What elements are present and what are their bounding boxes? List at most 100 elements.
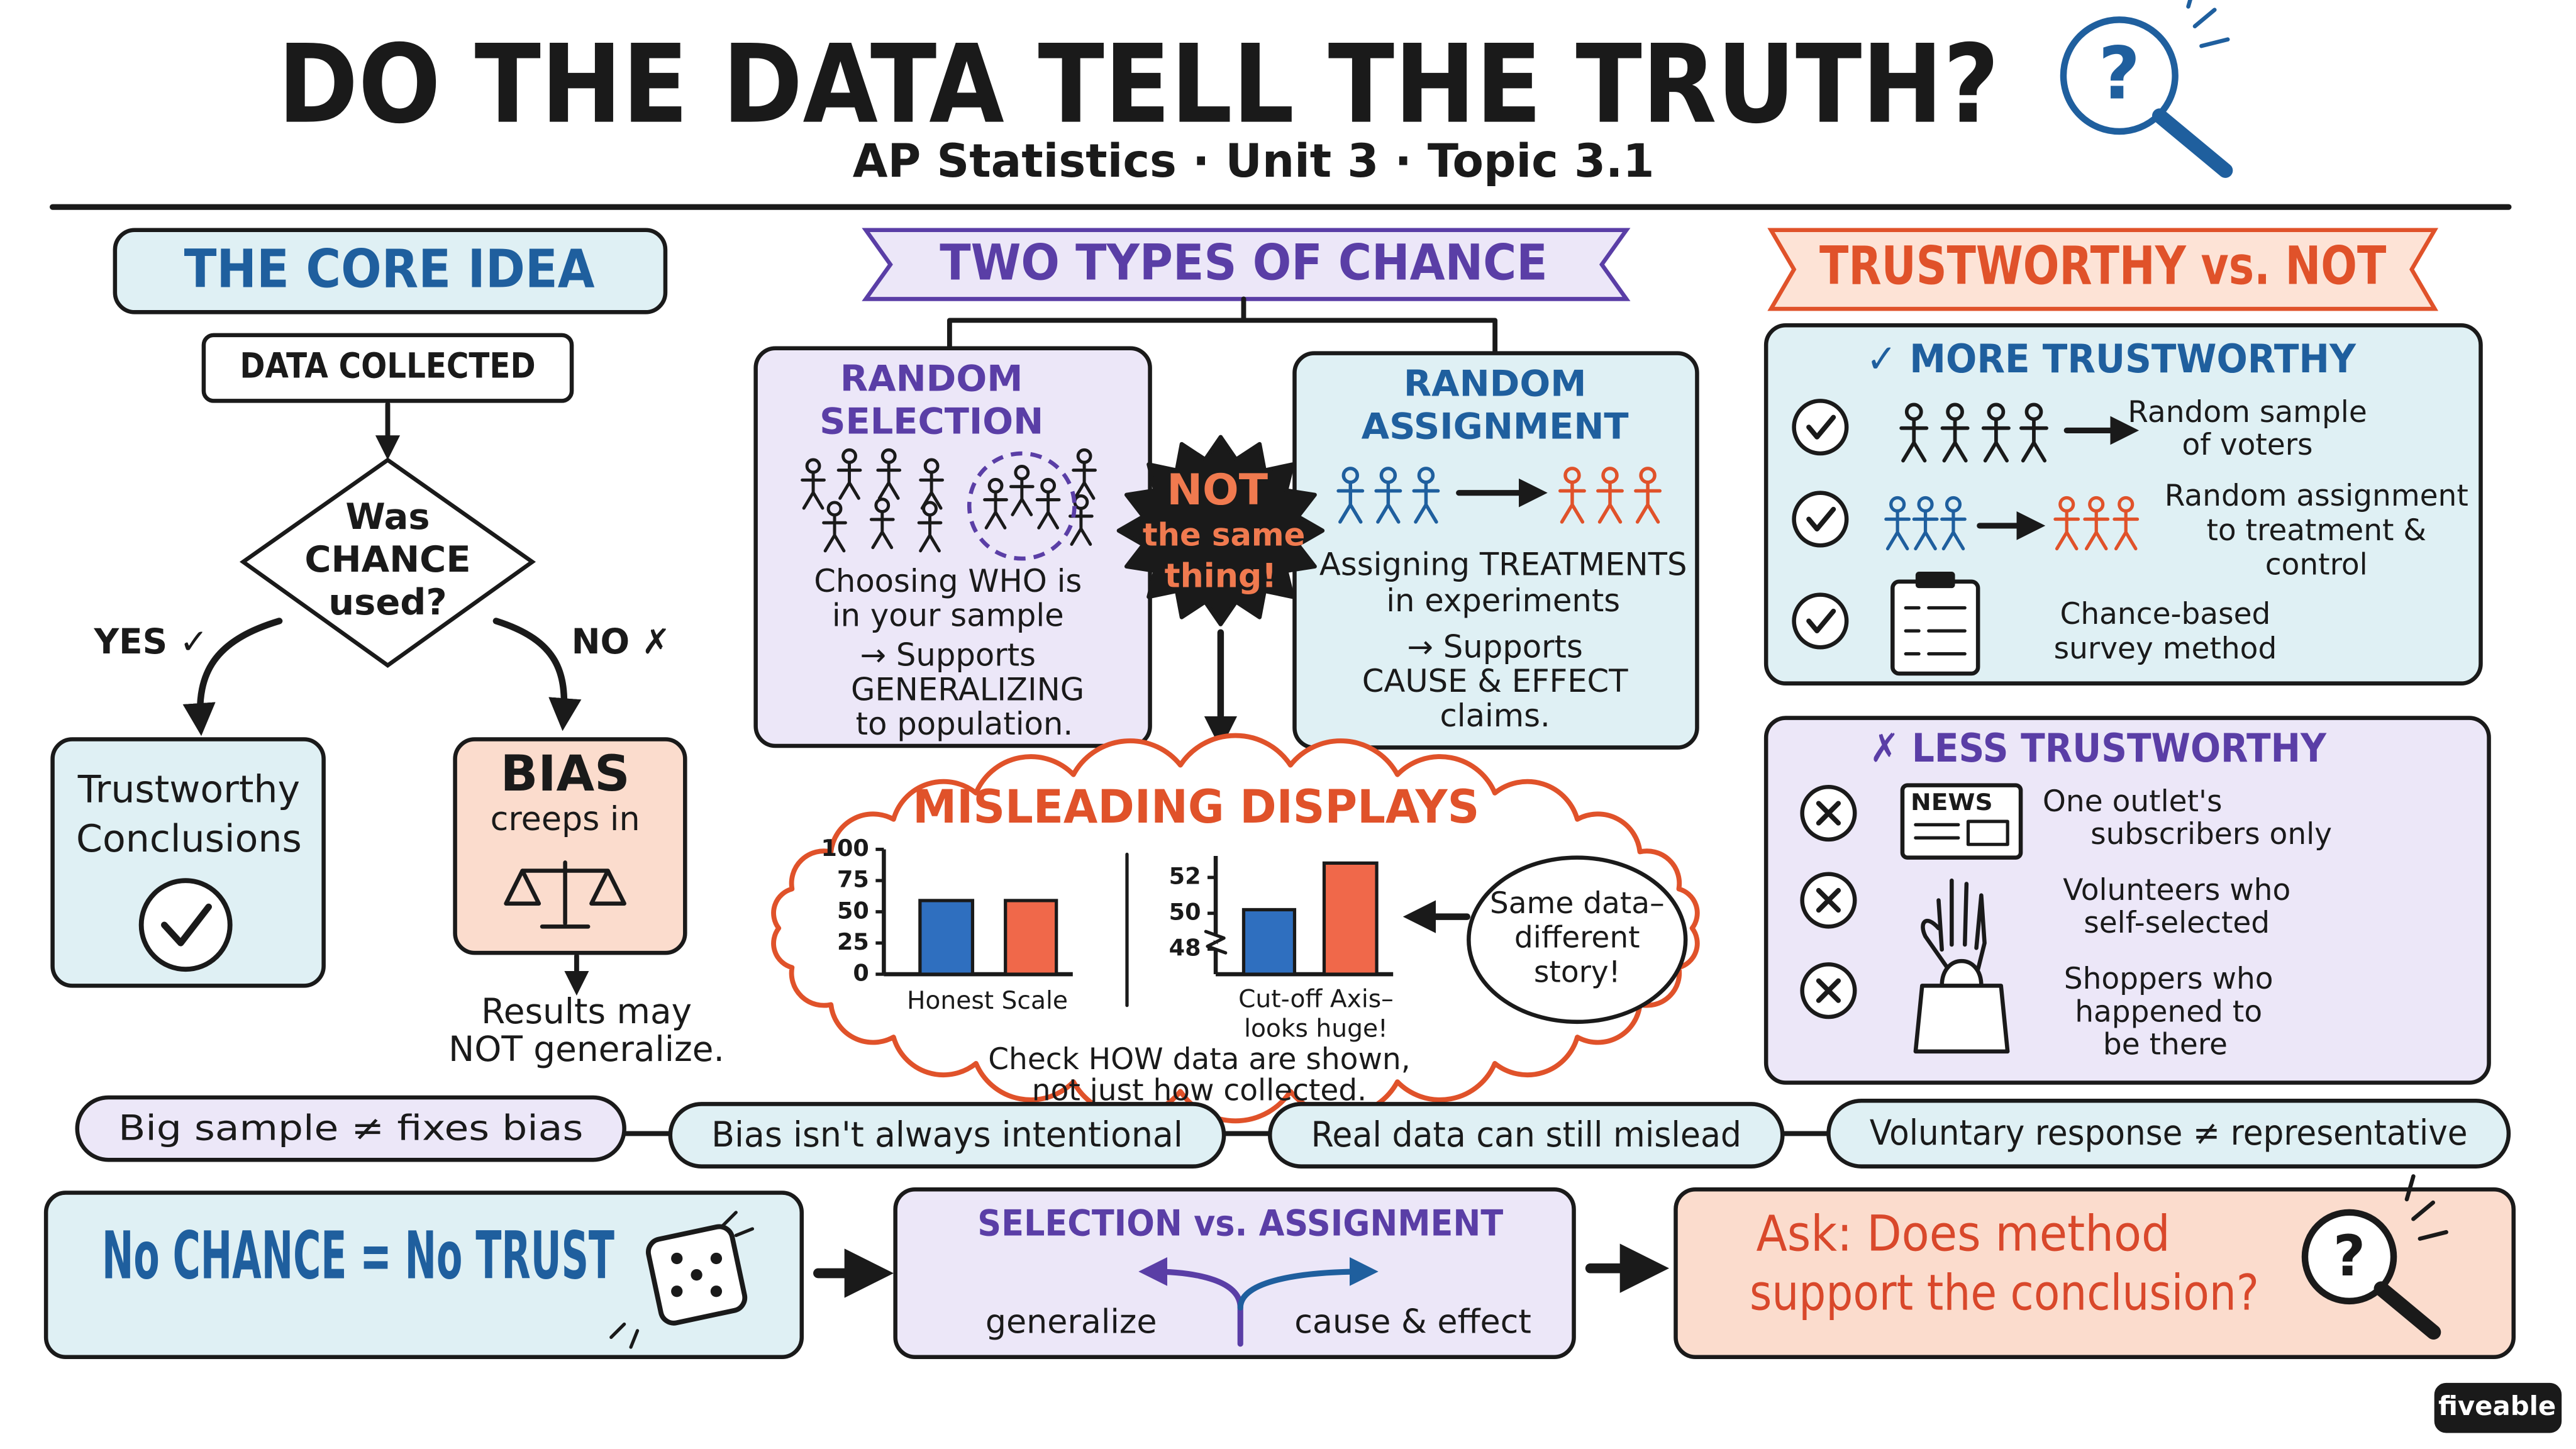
label: One outlet's [2043,784,2223,819]
person-body [822,513,847,553]
label: story! [1534,955,1621,990]
person-icon [1596,467,1624,524]
label: DATA COLLECTED [240,345,535,386]
person-body [1072,460,1097,500]
person-body [1940,509,1967,551]
person-icon [1412,467,1440,524]
person-icon [2083,496,2110,551]
label: BIAS [501,745,630,802]
x-mark [1816,801,1841,826]
y-tick-label: 75 [837,866,869,893]
bar [1004,899,1058,976]
label: Bias isn't always intentional [711,1114,1183,1155]
label: generalize [985,1303,1157,1341]
decision-diamond [239,457,536,668]
heading-box [113,228,668,314]
label: Choosing WHO is [814,563,1082,599]
label: NO ✗ [572,621,671,662]
person-body [2083,509,2110,551]
label: creeps in [491,801,640,838]
y-tick-label: 52 [1169,863,1201,890]
person-body [1374,480,1402,524]
check-mark [1806,414,1836,440]
label: Results may [481,991,692,1031]
person-body [1884,509,1911,551]
brand-badge [2434,1382,2562,1433]
label: RANDOM [1404,363,1587,405]
outcome-box [453,737,687,955]
person-body [1634,480,1662,524]
label: Volunteers who [2063,873,2290,908]
takeaway-text: No CHANCE = No TRUST [102,1217,614,1294]
x-mark [1816,887,1841,913]
label: Check HOW data are shown, [988,1042,1410,1077]
sample-circle [967,451,1077,561]
y-tick-label: 100 [821,835,869,862]
label: RANDOM [840,358,1023,400]
label: NOT [1167,465,1268,515]
person-body [919,470,944,510]
label: YES ✓ [93,621,208,662]
label: GENERALIZING [851,671,1084,708]
brand-logo: fiveable [2438,1391,2556,1421]
ribbon-banner [862,228,1631,301]
connector [947,296,1498,356]
label: Random sample [2128,395,2367,430]
label: the same [1143,517,1305,553]
section-heading: THE CORE IDEA [184,238,595,300]
outcome-box [50,737,326,988]
bar [918,899,975,976]
person-icon [822,501,847,553]
y-tick-label: 48 [1169,935,1201,962]
person-icon [917,501,943,553]
person-body [1912,509,1939,551]
takeaway-box [893,1187,1576,1359]
person-icon [801,458,826,510]
person-body [1412,480,1440,524]
dice-pip [671,1285,683,1297]
person-body [1035,490,1061,530]
label: Random assignment [2165,479,2468,513]
dice-pip [671,1252,683,1265]
label: in experiments [1386,582,1620,619]
person-icon [919,458,944,510]
check-circle [1792,592,1849,650]
label: subscribers only [2090,817,2332,852]
person-icon [1374,467,1402,524]
dice-motion [609,1211,755,1349]
label: support the conclusion? [1750,1265,2259,1322]
person-body [1596,480,1624,524]
magnifier-handle [2373,1281,2441,1340]
check-mark [1806,608,1836,634]
person-icon [2019,402,2048,463]
starburst-badge [1116,435,1325,626]
person-icon [1336,467,1365,524]
person-body [917,513,943,553]
label: Trustworthy [77,768,300,812]
magnifier-question: ? [2333,1224,2366,1289]
person-body [836,460,862,500]
label: in your sample [832,597,1064,634]
dice-pip [710,1252,723,1265]
dice-pip [691,1269,702,1281]
label: happened to [2075,994,2262,1029]
person-icon [1035,477,1061,530]
label: thing! [1165,558,1277,596]
note-bubble [1467,855,1688,1024]
y-tick-label: 50 [837,897,869,924]
person-icon [1912,496,1939,551]
person-icon [1072,448,1097,500]
label: used? [328,581,447,623]
person-icon [1558,467,1586,524]
label: Was [345,496,430,538]
person-body [1336,480,1365,524]
label: Ask: Does method [1756,1205,2170,1262]
check-mark [161,903,212,947]
myth-pill [1267,1102,1785,1169]
section-heading: TWO TYPES OF CHANCE [940,235,1548,292]
newspaper-lines [1914,819,2009,847]
no-arrow [492,618,582,731]
person-icon [1940,402,1970,463]
person-icon [2053,496,2080,551]
label: → Supports [1407,628,1582,665]
